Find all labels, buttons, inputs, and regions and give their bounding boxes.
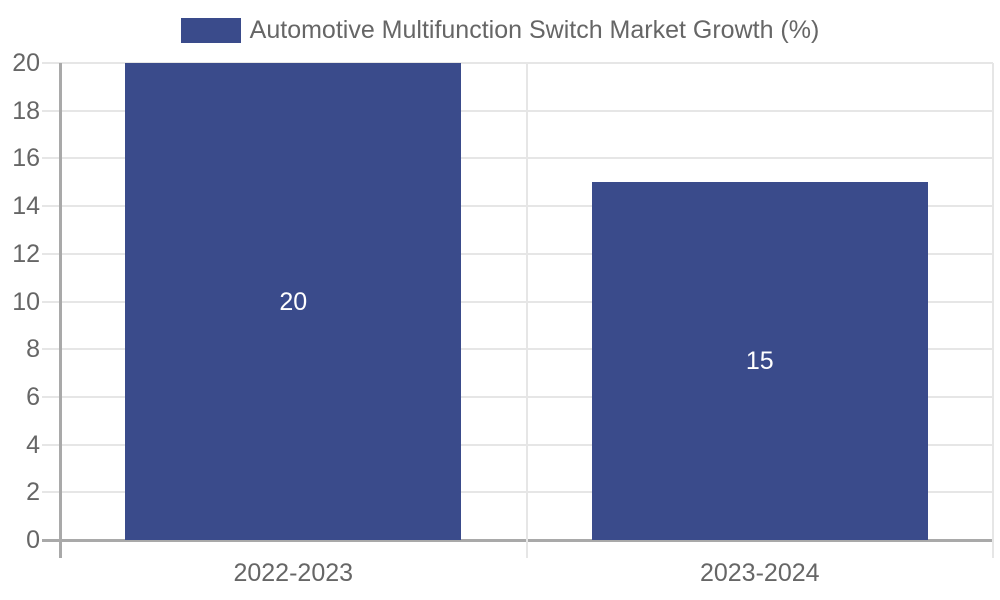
y-gridline xyxy=(42,300,993,303)
x-boundary-gridline xyxy=(992,63,994,558)
y-tick-label: 4 xyxy=(26,430,40,459)
y-tick-label: 12 xyxy=(12,239,40,268)
bar-value-label: 20 xyxy=(279,287,308,316)
x-tick-label: 2022-2023 xyxy=(233,559,354,587)
x-axis-baseline xyxy=(42,538,993,542)
y-tick-label: 10 xyxy=(12,287,40,316)
y-gridline xyxy=(42,109,993,112)
x-boundary-gridline xyxy=(525,63,528,558)
y-gridline xyxy=(42,205,993,208)
y-tick-label: 16 xyxy=(12,144,40,173)
y-gridline xyxy=(42,157,993,160)
x-tick-label: 2023-2024 xyxy=(699,559,820,587)
bar-value-label: 15 xyxy=(745,347,774,376)
bar xyxy=(125,63,462,540)
bar xyxy=(591,182,928,540)
y-tick-label: 2 xyxy=(26,478,40,507)
y-axis-spine xyxy=(58,63,62,558)
y-gridline xyxy=(42,348,993,351)
y-tick-label: 8 xyxy=(26,335,40,364)
y-tick-label: 14 xyxy=(12,192,40,221)
legend-label: Automotive Multifunction Switch Market G… xyxy=(249,16,820,44)
legend-swatch xyxy=(180,18,241,43)
y-tick-label: 20 xyxy=(12,49,40,77)
y-gridline xyxy=(42,395,993,398)
y-tick-label: 18 xyxy=(12,96,40,125)
y-gridline xyxy=(42,252,993,255)
y-gridline xyxy=(42,443,993,446)
y-gridline xyxy=(42,62,993,64)
y-tick-label: 0 xyxy=(26,526,40,554)
legend: Automotive Multifunction Switch Market G… xyxy=(0,16,1000,45)
y-tick-label: 6 xyxy=(26,382,40,411)
y-gridline xyxy=(42,491,993,494)
